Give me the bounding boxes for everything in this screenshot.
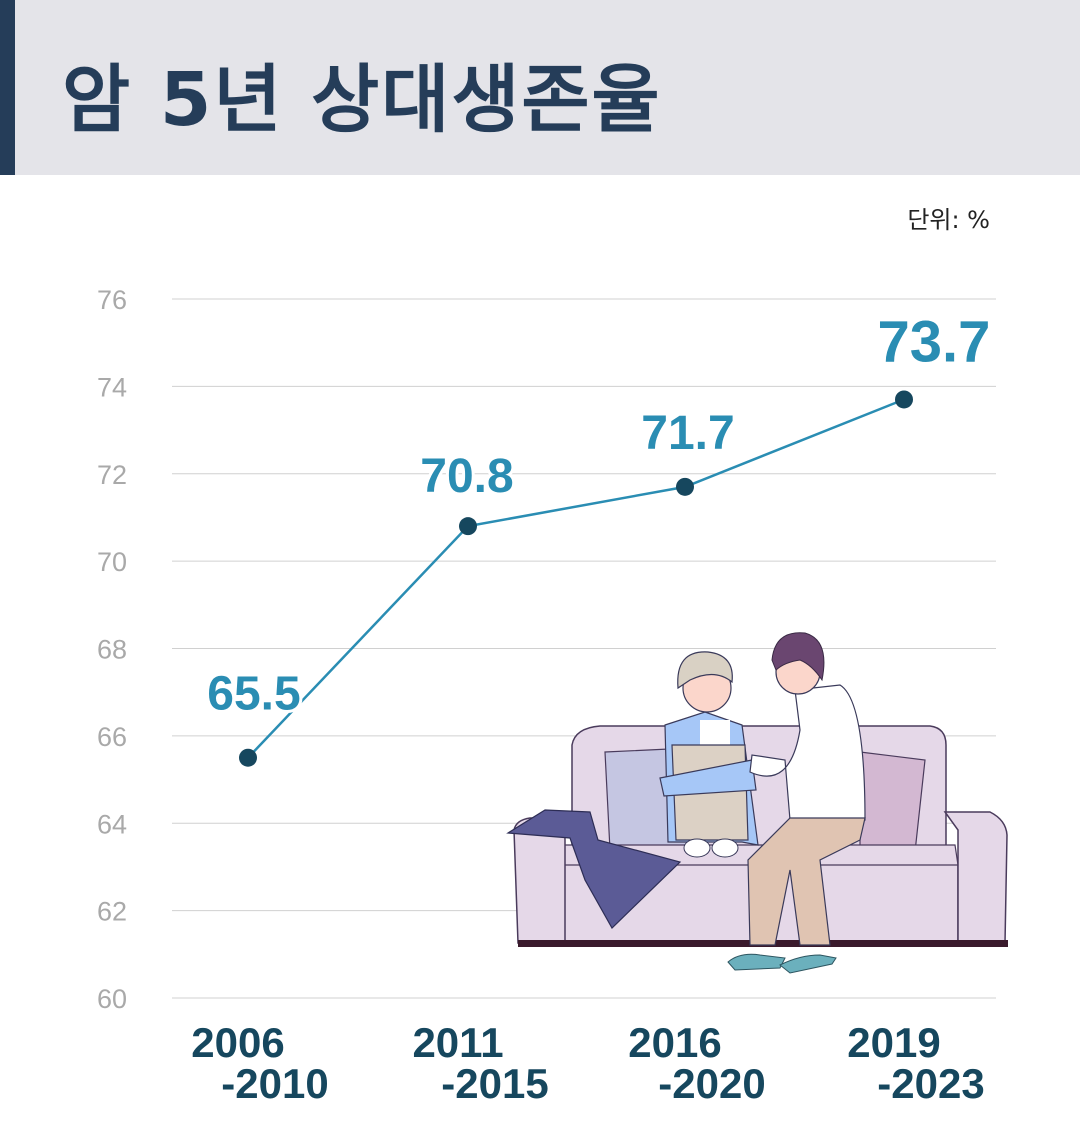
data-point [895, 390, 913, 409]
y-tick-label: 68 [97, 635, 127, 665]
x-tick-label: -2010 [221, 1060, 328, 1107]
x-tick-label: 2019 [847, 1019, 940, 1066]
couple-on-sofa-illustration [506, 632, 1008, 974]
page-title: 암 5년 상대생존율 [62, 57, 662, 143]
unit-label: 단위: % [907, 206, 990, 234]
data-points [239, 390, 913, 767]
data-point [459, 517, 477, 536]
header: 암 5년 상대생존율 [0, 0, 1080, 175]
y-tick-label: 70 [97, 547, 127, 577]
y-tick-label: 74 [97, 372, 127, 402]
y-tick-label: 62 [97, 897, 127, 927]
y-tick-label: 64 [97, 809, 127, 839]
y-tick-label: 72 [97, 460, 127, 490]
x-tick-label: -2015 [441, 1060, 548, 1107]
header-accent-bar [0, 0, 15, 175]
y-tick-label: 66 [97, 722, 127, 752]
y-tick-label: 60 [97, 984, 127, 1014]
x-tick-label: 2006 [191, 1019, 284, 1066]
x-tick-label: -2023 [877, 1060, 984, 1107]
data-label: 73.7 [878, 309, 991, 374]
data-label: 71.7 [641, 407, 734, 460]
data-labels: 65.5 70.8 71.7 73.7 [204, 306, 993, 723]
data-label: 70.8 [420, 450, 513, 503]
x-tick-label: 2016 [628, 1019, 721, 1066]
x-tick-label: 2011 [412, 1019, 503, 1066]
x-tick-label: -2020 [658, 1060, 765, 1107]
series-line [247, 398, 905, 759]
y-tick-label: 76 [97, 285, 127, 315]
data-point [676, 477, 694, 496]
data-label: 65.5 [207, 668, 300, 721]
data-point [239, 748, 257, 767]
y-axis-ticks: 60 62 64 66 68 70 72 74 76 [97, 285, 127, 1014]
x-axis-ticks: 2006-2010 2011-2015 2016-2020 2019-2023 [191, 1019, 984, 1107]
